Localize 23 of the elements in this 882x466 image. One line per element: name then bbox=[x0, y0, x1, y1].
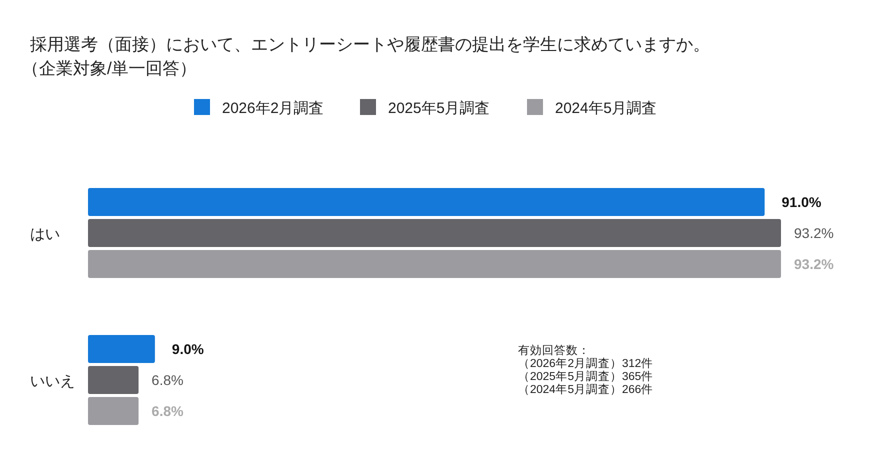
y-tick-label: いいえ bbox=[30, 373, 75, 390]
bar bbox=[88, 335, 155, 363]
annotation: （2025年5月調査）365件 bbox=[518, 369, 654, 383]
bar bbox=[88, 366, 139, 394]
data-label: 91.0% bbox=[782, 194, 822, 210]
annotation: （2026年2月調査）312件 bbox=[518, 356, 654, 370]
data-label: 6.8% bbox=[152, 403, 184, 419]
bar bbox=[88, 397, 139, 425]
data-label: 93.2% bbox=[794, 256, 834, 272]
chart-title: 採用選考（面接）において、エントリーシートや履歴書の提出を学生に求めていますか。 bbox=[30, 35, 710, 54]
annotation: 有効回答数： bbox=[518, 344, 590, 357]
y-tick-label: はい bbox=[30, 226, 60, 243]
bar bbox=[88, 250, 781, 278]
legend-label: 2025年5月調査 bbox=[388, 100, 490, 117]
chart-subtitle: （企業対象/単一回答） bbox=[22, 59, 197, 78]
bar bbox=[88, 219, 781, 247]
bar bbox=[88, 188, 765, 216]
legend-label: 2024年5月調査 bbox=[555, 100, 657, 117]
annotation: （2024年5月調査）266件 bbox=[518, 382, 654, 396]
legend-label: 2026年2月調査 bbox=[222, 100, 324, 117]
data-label: 6.8% bbox=[152, 372, 184, 388]
data-label: 93.2% bbox=[794, 225, 834, 241]
data-label: 9.0% bbox=[172, 341, 204, 357]
